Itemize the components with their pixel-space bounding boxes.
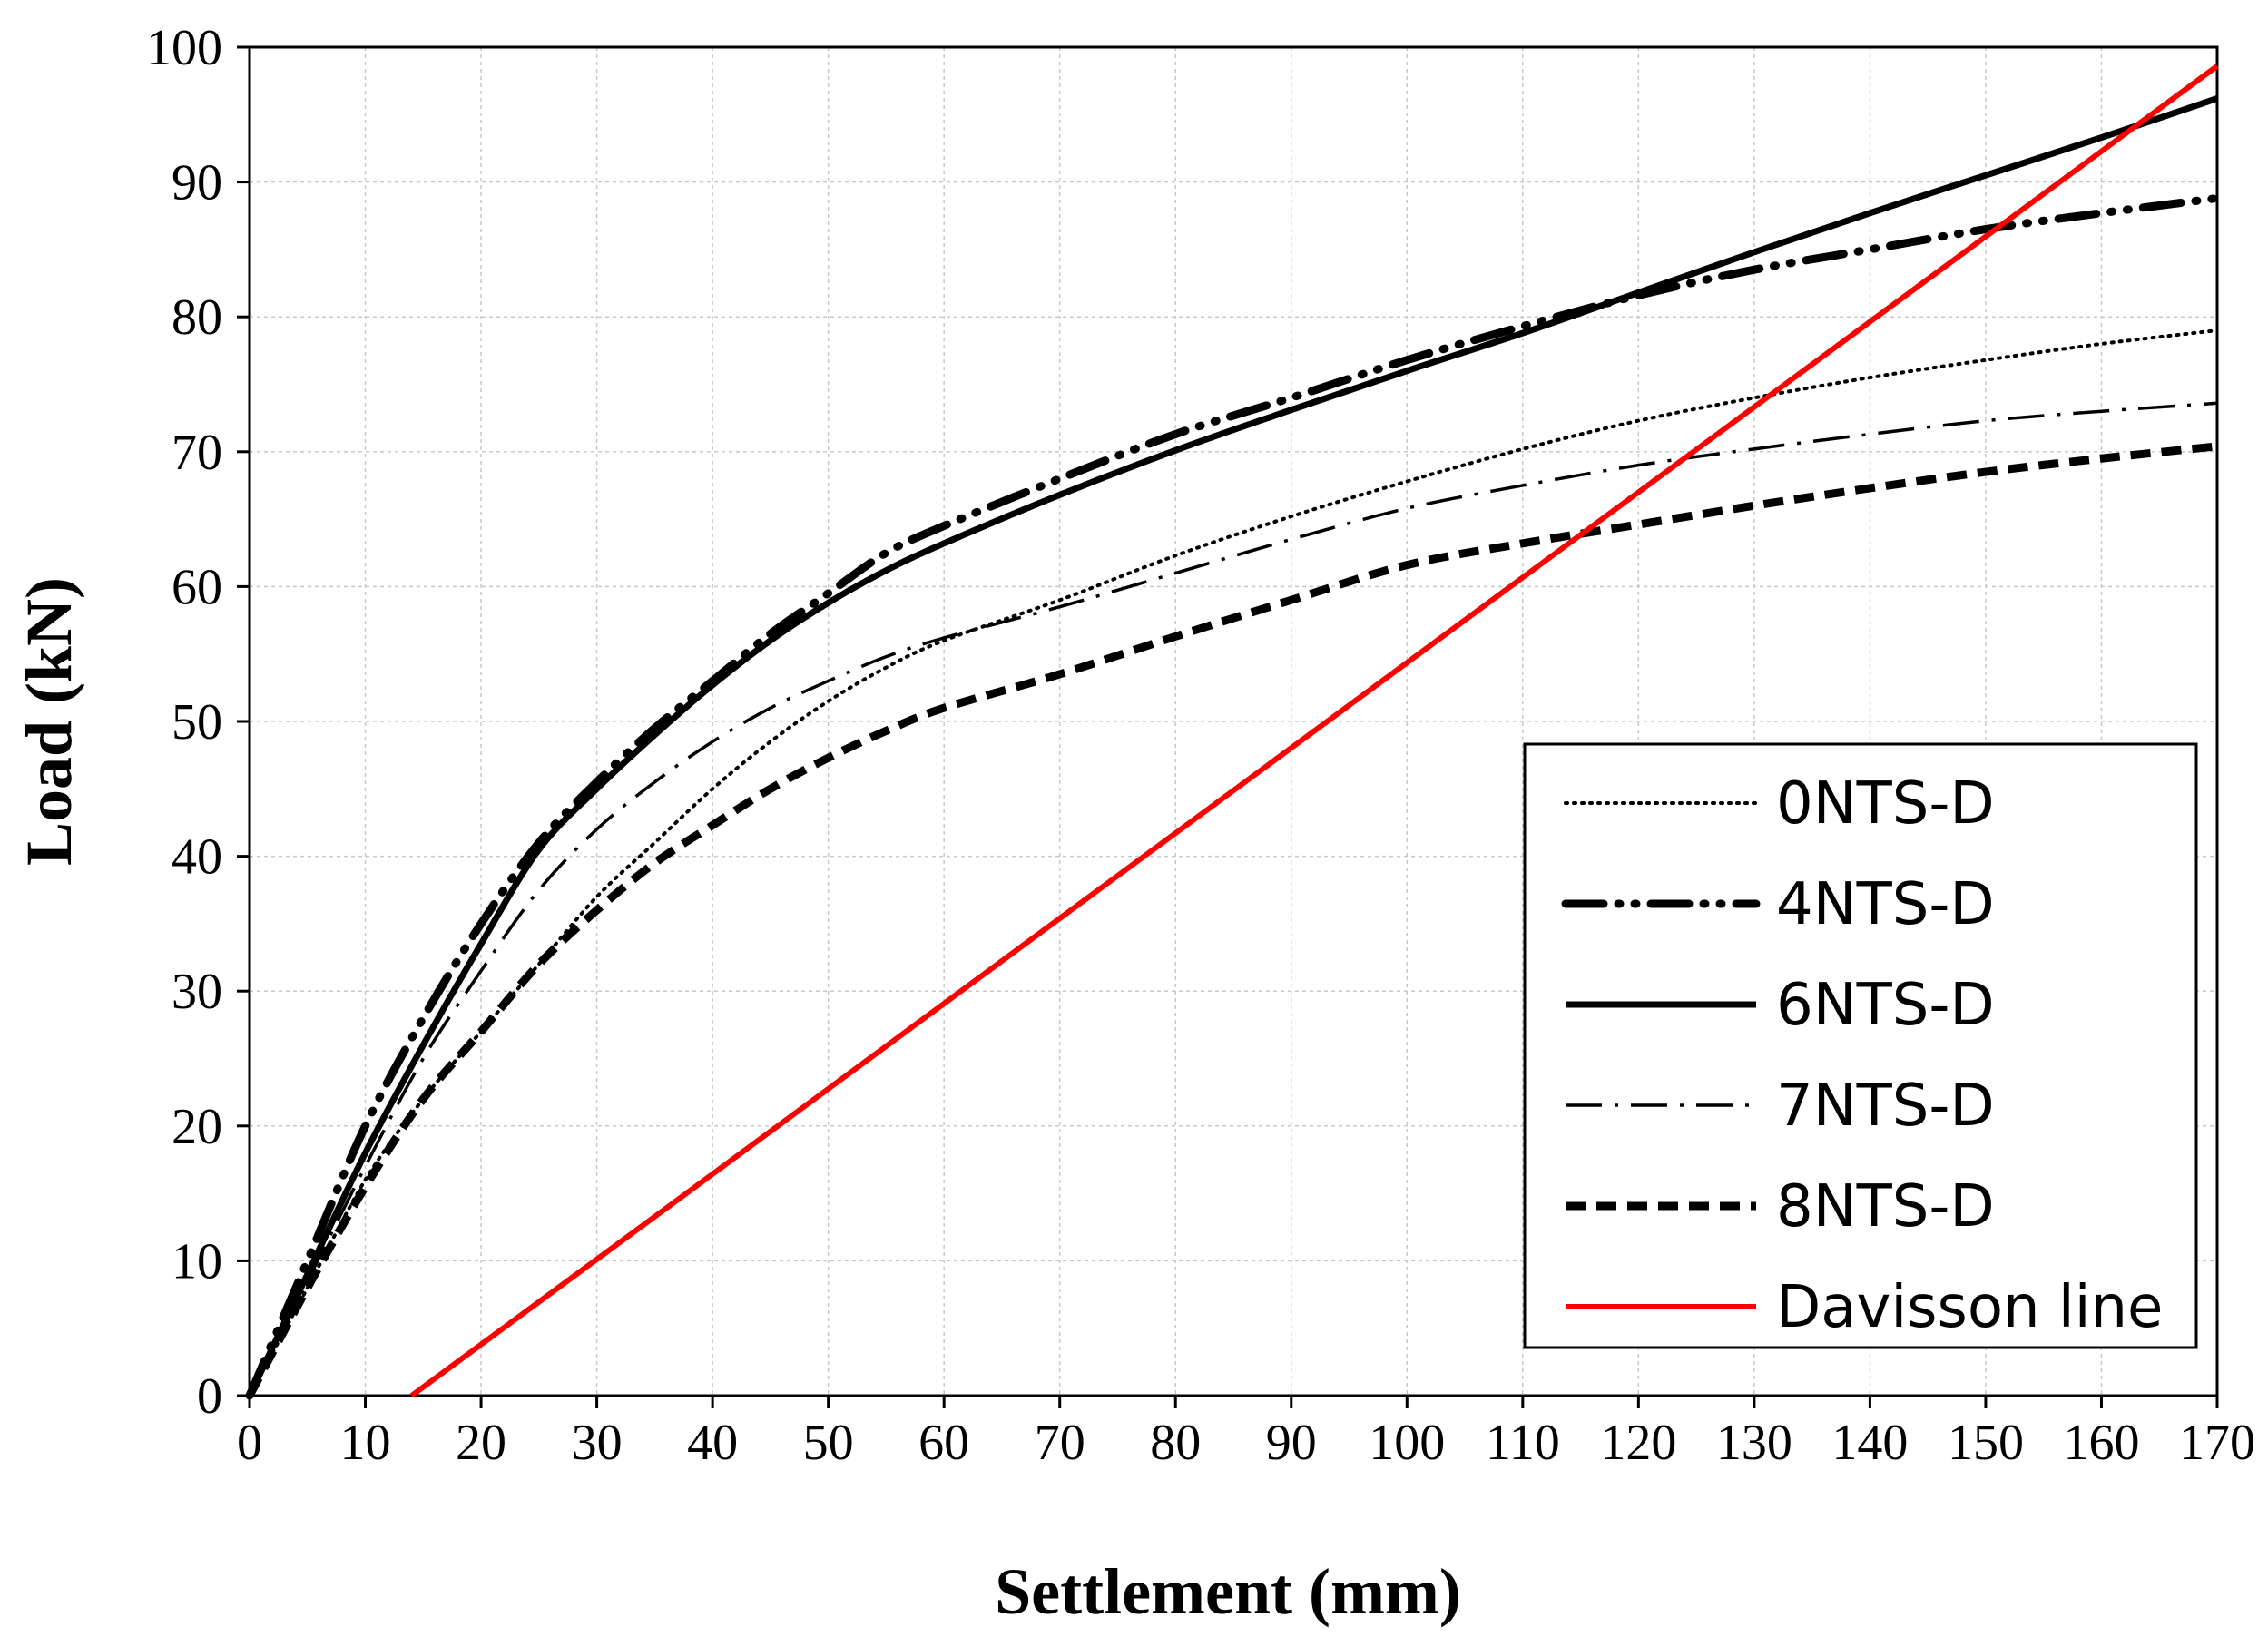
x-tick-label: 50	[803, 1415, 854, 1471]
grid-lines	[250, 47, 2217, 1396]
y-tick-label: 10	[172, 1233, 222, 1289]
series-line-davisson-line	[409, 64, 2219, 1398]
y-tick-label: 30	[172, 964, 222, 1020]
y-tick-label: 60	[172, 559, 222, 615]
legend-label: Davisson line	[1776, 1274, 2163, 1341]
x-tick-label: 70	[1035, 1415, 1085, 1471]
x-axis-title: Settlement (mm)	[995, 1555, 1461, 1628]
y-tick-label: 100	[146, 20, 222, 76]
y-tick-label: 20	[172, 1099, 222, 1155]
x-tick-label: 100	[1369, 1415, 1445, 1471]
series-line-4nts-d	[245, 193, 2222, 1400]
x-tick-label: 150	[1948, 1415, 2024, 1471]
series-line-6nts-d	[246, 95, 2219, 1397]
series-lines	[245, 64, 2222, 1400]
x-tick-label: 20	[456, 1415, 506, 1471]
y-tick-label: 0	[197, 1368, 222, 1425]
y-axis-title: Load (kN)	[13, 577, 85, 866]
y-tick-label: 80	[172, 289, 222, 346]
y-tick-label: 90	[172, 155, 222, 211]
y-tick-label: 70	[172, 425, 222, 481]
x-tick-label: 130	[1716, 1415, 1792, 1471]
x-tick-label: 170	[2179, 1415, 2255, 1471]
y-tick-label: 50	[172, 694, 222, 750]
legend: 0NTS-D 4NTS-D 6NTS-D 7NTS-D 8NTS-D Davisson l…	[1523, 742, 2198, 1349]
legend-label: 0NTS-D	[1776, 770, 1995, 838]
x-tick-label: 30	[572, 1415, 623, 1471]
axis-ticks: 0 10 20 30 40 50 60 70 80 90 100 110 120 130 140 150 160…	[146, 20, 2255, 1471]
x-tick-label: 0	[237, 1415, 262, 1471]
series-line-8nts-d	[246, 442, 2218, 1398]
legend-label: 6NTS-D	[1776, 972, 1995, 1039]
x-tick-label: 80	[1150, 1415, 1201, 1471]
legend-label: 4NTS-D	[1776, 871, 1995, 938]
x-tick-label: 10	[340, 1415, 391, 1471]
x-tick-label: 40	[687, 1415, 738, 1471]
x-tick-label: 90	[1266, 1415, 1317, 1471]
x-tick-label: 60	[918, 1415, 969, 1471]
legend-label: 8NTS-D	[1776, 1173, 1995, 1240]
y-tick-label: 40	[172, 829, 222, 886]
legend-label: 7NTS-D	[1776, 1073, 1995, 1140]
x-tick-label: 140	[1831, 1415, 1908, 1471]
x-tick-label: 110	[1486, 1415, 1560, 1471]
x-tick-label: 120	[1600, 1415, 1676, 1471]
x-tick-label: 160	[2063, 1415, 2139, 1471]
legend-box	[1523, 742, 2198, 1349]
